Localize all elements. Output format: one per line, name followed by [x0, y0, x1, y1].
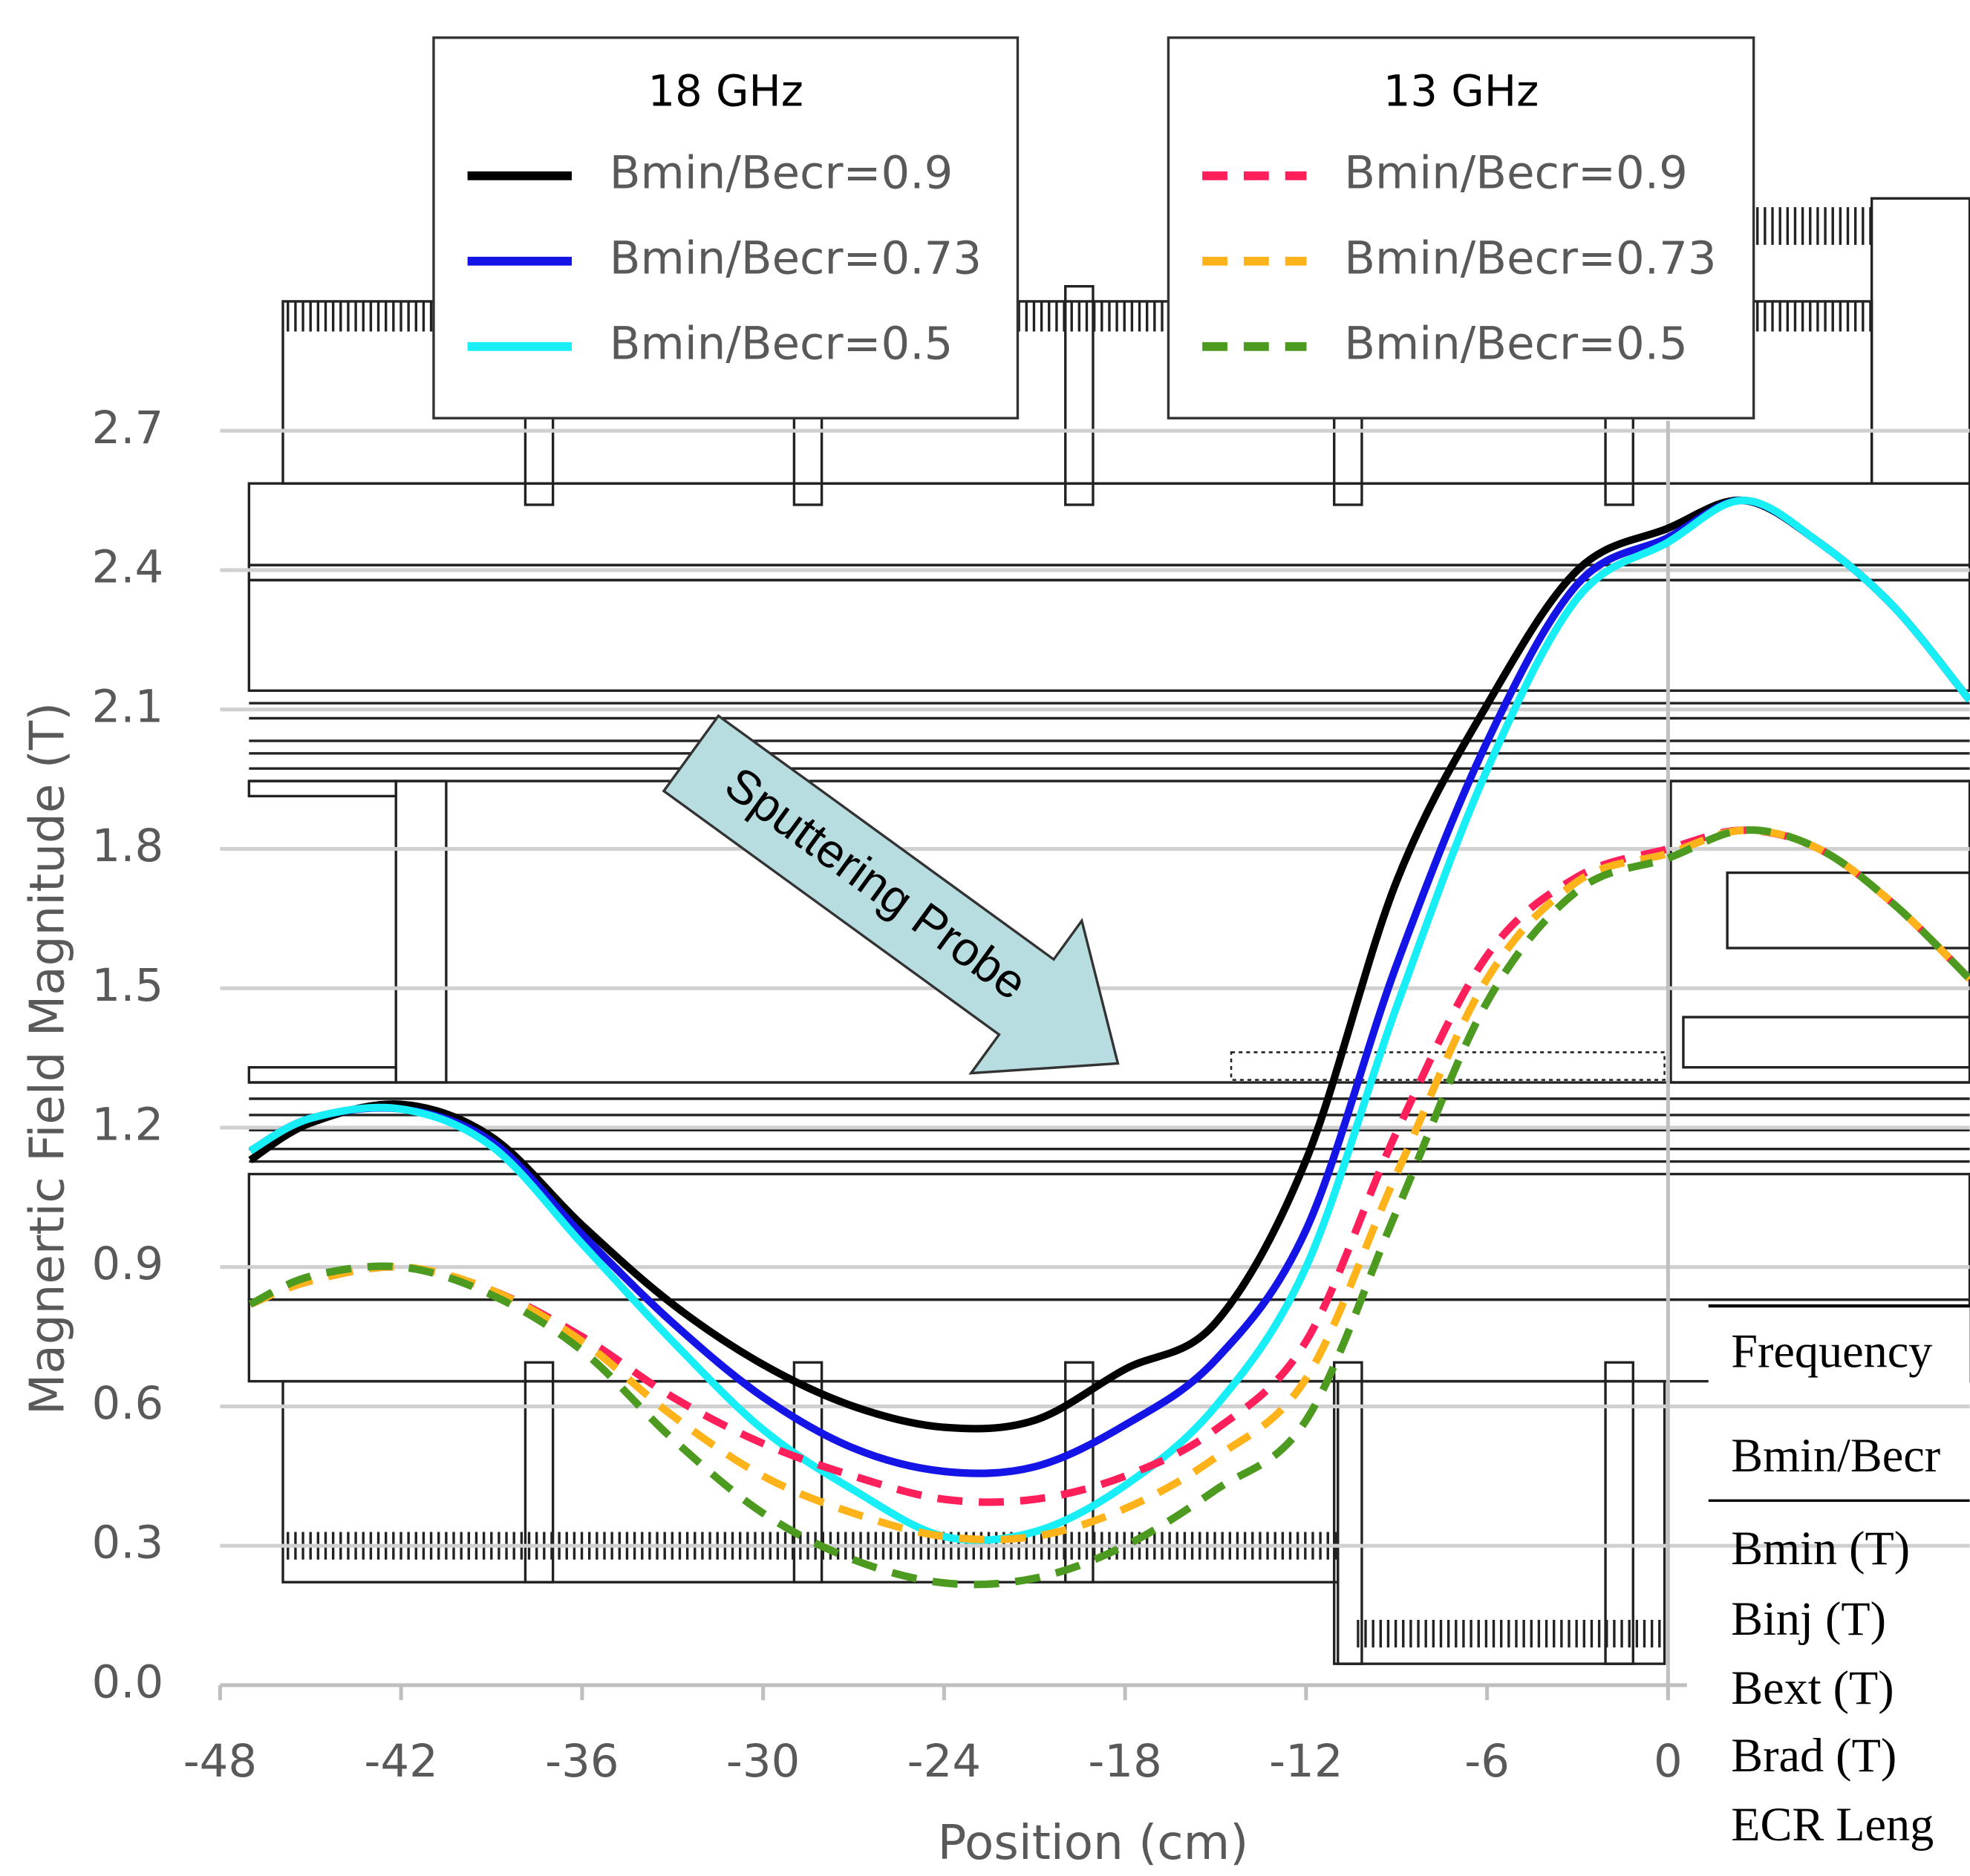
table-cell: Binj (T) [1731, 1592, 1886, 1645]
y-tick-label: 2.1 [91, 680, 163, 733]
table-cell: Brad (T) [1731, 1729, 1896, 1782]
legend-label: Bmin/Becr=0.9 [1344, 146, 1688, 199]
x-tick-label: -18 [1088, 1735, 1161, 1788]
y-tick-label: 0.0 [91, 1656, 163, 1708]
table-cell: Frequency [1731, 1324, 1932, 1377]
x-tick-label: -36 [545, 1735, 619, 1788]
y-tick-label: 1.8 [91, 820, 163, 872]
table-cell: ECR Leng [1731, 1798, 1934, 1851]
y-tick-label: 2.7 [91, 402, 163, 454]
table-cell: Bmin/Becr [1731, 1429, 1940, 1482]
legend-label: Bmin/Becr=0.73 [610, 232, 982, 284]
y-tick-label: 0.6 [91, 1377, 163, 1430]
legend-label: Bmin/Becr=0.5 [610, 317, 953, 370]
x-tick-label: -6 [1464, 1735, 1510, 1788]
annotation-text: Sputtering Probe [716, 756, 1037, 1010]
y-tick-label: 1.2 [91, 1099, 163, 1151]
axes: 0.0 0.3 0.6 0.9 1.2 1.5 1.8 2.1 2.4 2.7 -48 -42 -36 -… [91, 402, 1686, 1788]
table-cell: Bext (T) [1731, 1661, 1894, 1714]
series-line [250, 500, 1970, 1429]
x-tick-label: -12 [1269, 1735, 1343, 1788]
table-cell: Bmin (T) [1731, 1522, 1910, 1575]
y-axis-title: Magnertic Field Magnitude (T) [20, 702, 76, 1415]
legend-title: 18 GHz [648, 66, 803, 116]
y-tick-label: 0.3 [91, 1517, 163, 1569]
y-tick-label: 0.9 [91, 1238, 163, 1290]
x-axis-title: Position (cm) [938, 1815, 1249, 1871]
legend-label: Bmin/Becr=0.9 [610, 146, 953, 199]
x-tick-label: -30 [726, 1735, 800, 1788]
x-tick-label: -42 [364, 1735, 437, 1788]
y-tick-label: 1.5 [91, 959, 163, 1012]
x-tick-label: -48 [183, 1735, 257, 1788]
x-tick-label: 0 [1654, 1735, 1683, 1788]
legend-label: Bmin/Becr=0.73 [1344, 232, 1716, 284]
x-tick-label: -24 [907, 1735, 981, 1788]
legend-label: Bmin/Becr=0.5 [1344, 317, 1688, 370]
y-tick-label: 2.4 [91, 541, 163, 594]
chart: 0.0 0.3 0.6 0.9 1.2 1.5 1.8 2.1 2.4 2.7 -48 -42 -36 -… [0, 0, 1970, 1876]
annotation: Sputtering Probe [636, 677, 1173, 1140]
legend-title: 13 GHz [1383, 66, 1539, 116]
